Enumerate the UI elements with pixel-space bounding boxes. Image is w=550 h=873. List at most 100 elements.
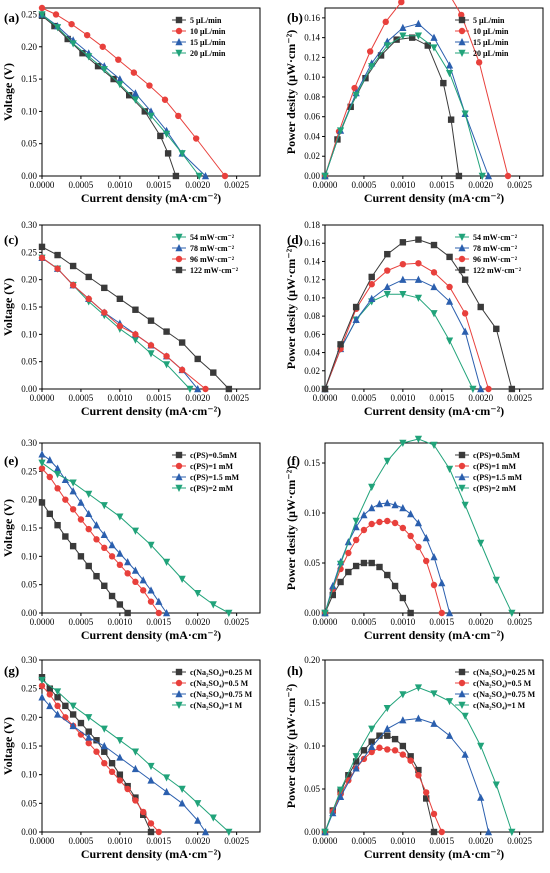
x-tick-label: 0.0000 — [30, 180, 55, 190]
data-point — [162, 774, 171, 782]
data-point — [195, 172, 203, 180]
data-point — [383, 499, 391, 507]
data-point — [108, 592, 116, 600]
legend-label: c(Na₂SO₄)=0.75 M — [190, 690, 253, 699]
data-point — [399, 32, 407, 40]
data-point — [352, 523, 360, 531]
data-point — [351, 84, 358, 92]
data-point — [461, 110, 469, 118]
data-point — [85, 509, 93, 518]
y-tick-label: 0.02 — [304, 151, 320, 161]
data-point — [163, 353, 170, 360]
y-tick-label: 0.20 — [21, 495, 37, 505]
series-1 — [38, 12, 180, 180]
y-tick-label: 0.08 — [304, 92, 320, 102]
data-point — [368, 742, 376, 751]
data-point — [368, 738, 375, 745]
data-point — [54, 251, 61, 259]
x-tick-label: 0.0005 — [352, 180, 377, 190]
data-point — [110, 75, 117, 83]
legend: 54 mW·cm⁻² 78 mW·cm⁻² 96 mW·cm⁻² 122 mW·cm⁻… — [172, 233, 239, 275]
data-point — [108, 553, 116, 560]
data-point — [116, 601, 124, 608]
data-point — [38, 465, 46, 472]
data-point — [376, 518, 383, 526]
data-point — [352, 562, 360, 570]
data-point — [64, 35, 71, 43]
data-point — [445, 609, 454, 617]
legend-marker — [458, 16, 466, 24]
data-point — [93, 737, 100, 744]
data-point — [178, 339, 186, 346]
data-point — [430, 33, 438, 41]
data-point — [477, 385, 485, 393]
data-point — [85, 490, 93, 498]
x-tick-label: 0.0010 — [107, 617, 132, 627]
data-point — [100, 502, 108, 510]
data-point — [92, 521, 101, 529]
data-point — [108, 768, 116, 775]
data-point — [147, 342, 155, 349]
data-point — [508, 609, 516, 617]
legend-marker — [458, 451, 466, 459]
legend-label: c(PS)=0.5mM — [473, 451, 520, 460]
x-axis-title: Current density (mA·cm⁻²) — [81, 628, 221, 642]
y-tick-label: 0.00 — [21, 171, 37, 181]
data-point — [124, 558, 132, 566]
data-point — [202, 385, 209, 393]
chart-panel-7: 0.0000 0.0005 0.0010 0.0015 0.0020 0.0025 0.00… — [1, 655, 261, 861]
x-tick-label: 0.0015 — [146, 180, 171, 190]
data-point — [368, 725, 376, 733]
data-point — [194, 385, 202, 393]
data-point — [407, 757, 414, 764]
data-point — [345, 772, 352, 779]
legend-marker — [458, 690, 466, 698]
y-tick-label: 0.25 — [21, 9, 37, 19]
y-tick-label: 0.16 — [304, 238, 320, 248]
data-point — [85, 273, 92, 281]
data-point — [345, 568, 352, 576]
x-tick-label: 0.0010 — [390, 836, 415, 846]
y-tick-label: 0.25 — [21, 247, 37, 257]
data-point — [124, 785, 131, 793]
data-point — [38, 499, 46, 506]
y-axis-title: Voltage (V) — [1, 717, 15, 775]
y-tick-label: 0.02 — [304, 366, 320, 376]
data-point — [445, 61, 454, 69]
series-4 — [38, 243, 233, 393]
data-point — [46, 685, 53, 692]
data-point — [85, 562, 92, 570]
legend-label: c(PS)=2 mM — [190, 484, 233, 493]
data-point — [399, 742, 407, 750]
y-tick-label: 0.15 — [304, 458, 320, 468]
x-tick-label: 0.0005 — [352, 393, 377, 403]
x-tick-label: 0.0005 — [69, 393, 94, 403]
data-point — [100, 66, 108, 74]
data-point — [445, 337, 454, 345]
data-point — [101, 309, 108, 316]
y-tick-label: 0.15 — [21, 523, 37, 533]
data-point — [194, 355, 201, 363]
data-point — [384, 250, 391, 258]
y-axis-title: Power desity (μW·cm⁻²) — [284, 245, 298, 369]
legend-marker — [175, 484, 183, 492]
data-point — [69, 262, 77, 270]
y-tick-label: 0.00 — [304, 608, 320, 618]
data-point — [461, 501, 469, 509]
data-point — [54, 485, 61, 492]
series-2 — [38, 465, 162, 617]
data-point — [201, 172, 210, 180]
x-tick-label: 0.0010 — [390, 393, 415, 403]
data-point — [124, 609, 131, 617]
legend-label: 15 μL/min — [473, 38, 509, 47]
panel-letter: (e) — [4, 453, 18, 468]
data-point — [477, 793, 485, 801]
data-point — [376, 563, 383, 571]
y-tick-label: 0.20 — [304, 655, 320, 665]
series-2 — [38, 4, 229, 180]
data-point — [101, 748, 108, 755]
data-point — [85, 714, 93, 722]
y-tick-label: 0.05 — [21, 580, 37, 590]
data-point — [445, 465, 454, 473]
data-point — [116, 777, 124, 784]
